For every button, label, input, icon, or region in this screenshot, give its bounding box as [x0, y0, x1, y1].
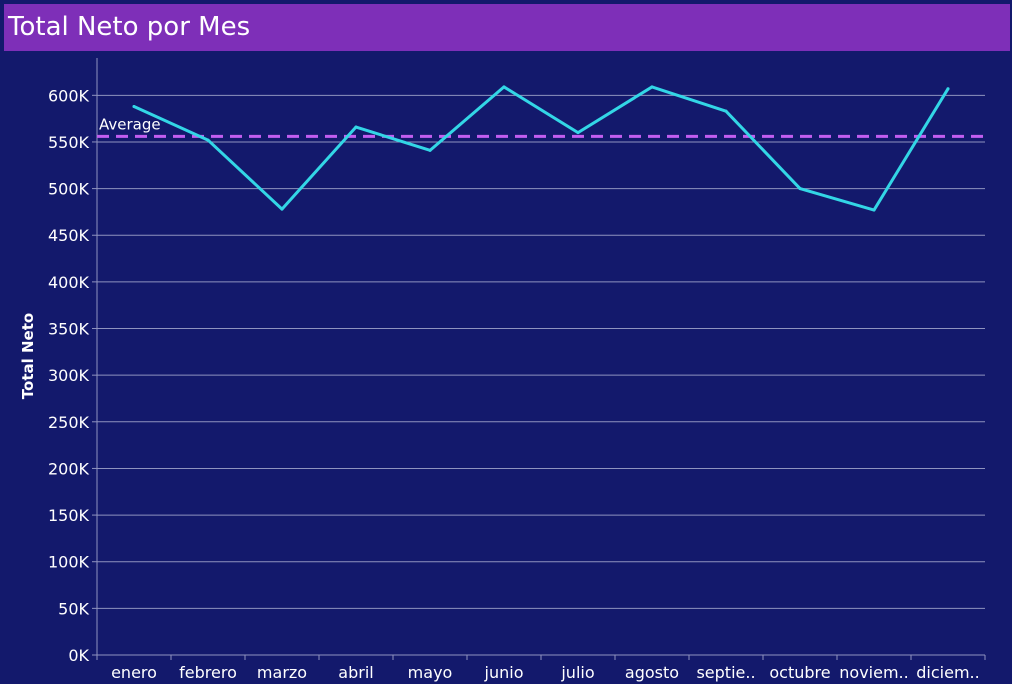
- x-tick-label: febrero: [179, 663, 237, 682]
- y-tick-label: 300K: [48, 366, 90, 385]
- x-tick-label: octubre: [769, 663, 830, 682]
- y-tick-label: 400K: [48, 273, 90, 292]
- data-point: [206, 138, 210, 142]
- average-label: Average: [99, 115, 161, 133]
- x-tick-labels: enero febrero marzo abril mayo junio julio agos…: [96, 655, 986, 682]
- x-tick-label: diciem..: [916, 663, 979, 682]
- gridlines: [97, 94, 985, 609]
- average-reference: Average: [97, 115, 985, 138]
- top-strip: [0, 0, 1012, 4]
- y-tick-labels: 0K 50K 100K 150K 200K 250K 300K 350K 400K 450K 500…: [48, 86, 97, 665]
- x-tick-label: enero: [111, 663, 157, 682]
- y-tick-label: 150K: [48, 506, 90, 525]
- series: [132, 85, 950, 212]
- x-tick-label: marzo: [257, 663, 307, 682]
- data-point: [724, 109, 728, 113]
- x-tick-label: noviem..: [839, 663, 908, 682]
- data-point: [502, 85, 506, 89]
- x-tick-label: junio: [484, 663, 524, 682]
- axes: [96, 58, 985, 656]
- data-point: [280, 207, 284, 211]
- x-tick-label: agosto: [625, 663, 679, 682]
- y-tick-label: 50K: [58, 599, 89, 618]
- y-tick-label: 600K: [48, 86, 90, 105]
- y-tick-label: 500K: [48, 180, 90, 199]
- chart-title-bar: Total Neto por Mes: [4, 4, 1010, 51]
- data-point: [428, 148, 432, 152]
- data-point: [132, 105, 136, 109]
- data-point: [576, 131, 580, 135]
- y-tick-label: 450K: [48, 226, 90, 245]
- x-tick-label: septie..: [696, 663, 755, 682]
- x-tick-label: abril: [338, 663, 373, 682]
- chart-title: Total Neto por Mes: [8, 12, 251, 42]
- data-point: [946, 87, 950, 91]
- y-tick-label: 200K: [48, 459, 90, 478]
- y-tick-label: 350K: [48, 320, 90, 339]
- y-tick-label: 250K: [48, 413, 90, 432]
- data-point: [798, 187, 802, 191]
- y-axis-title: Total Neto: [19, 313, 37, 399]
- x-tick-label: mayo: [408, 663, 453, 682]
- data-point: [872, 208, 876, 212]
- y-tick-label: 0K: [68, 646, 89, 665]
- y-tick-label: 100K: [48, 553, 90, 572]
- x-tick-label: julio: [560, 663, 594, 682]
- data-point: [650, 85, 654, 89]
- data-point: [354, 125, 358, 129]
- y-tick-label: 550K: [48, 133, 90, 152]
- series-line: [132, 85, 950, 212]
